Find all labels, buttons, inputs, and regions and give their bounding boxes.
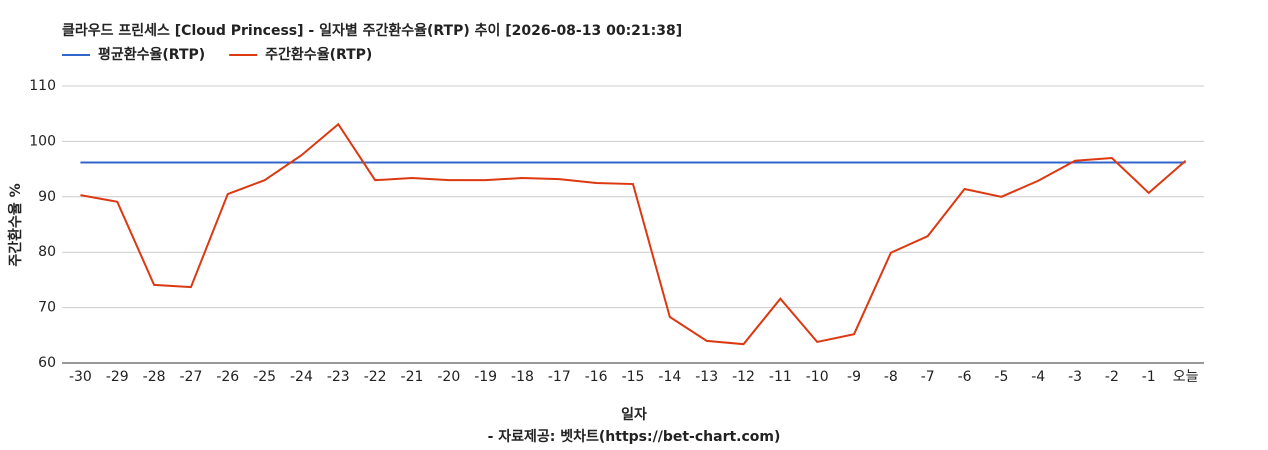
y-tick-label: 70 [38, 300, 56, 316]
x-tick-label: -8 [884, 369, 898, 385]
y-tick-label: 100 [29, 133, 56, 149]
y-axis-label: 주간환수율 % [7, 183, 24, 266]
y-tick-label: 60 [38, 355, 56, 371]
x-tick-label: -14 [658, 369, 681, 385]
x-tick-label: -30 [69, 369, 92, 385]
x-tick-label: -11 [769, 369, 792, 385]
x-tick-label: -5 [994, 369, 1008, 385]
x-tick-label: -7 [921, 369, 935, 385]
x-tick-label: -16 [585, 369, 608, 385]
x-tick-label: -13 [695, 369, 718, 385]
x-tick-label: -24 [290, 369, 313, 385]
x-tick-label: -20 [437, 369, 460, 385]
legend-label: 주간환수율(RTP) [265, 46, 372, 63]
chart-title: 클라우드 프린세스 [Cloud Princess] - 일자별 주간환수율(R… [62, 22, 682, 39]
x-axis-label: 일자 [621, 407, 647, 423]
x-tick-label: -3 [1068, 369, 1082, 385]
x-tick-label: -23 [327, 369, 350, 385]
x-tick-label: -26 [216, 369, 239, 385]
x-tick-label: -28 [143, 369, 166, 385]
x-tick-label: -6 [958, 369, 972, 385]
x-tick-label: -4 [1031, 369, 1045, 385]
x-tick-label: -9 [847, 369, 861, 385]
x-tick-label: -1 [1142, 369, 1156, 385]
source-note: - 자료제공: 벳차트(https://bet-chart.com) [488, 428, 781, 445]
y-tick-label: 80 [38, 244, 56, 260]
y-tick-label: 110 [29, 78, 56, 94]
x-tick-label: -18 [511, 369, 534, 385]
x-tick-label: 오늘 [1173, 369, 1199, 385]
x-tick-label: -19 [474, 369, 497, 385]
x-tick-label: -10 [806, 369, 829, 385]
x-tick-label: -25 [253, 369, 276, 385]
x-tick-label: -15 [622, 369, 645, 385]
x-tick-label: -2 [1105, 369, 1119, 385]
legend-label: 평균환수율(RTP) [98, 46, 205, 63]
x-tick-label: -17 [548, 369, 571, 385]
series-line [80, 122, 1187, 346]
x-tick-label: -27 [179, 369, 202, 385]
x-tick-label: -29 [106, 369, 129, 385]
x-tick-label: -21 [401, 369, 424, 385]
x-tick-label: -22 [364, 369, 387, 385]
y-tick-label: 90 [38, 189, 56, 205]
x-tick-label: -12 [732, 369, 755, 385]
